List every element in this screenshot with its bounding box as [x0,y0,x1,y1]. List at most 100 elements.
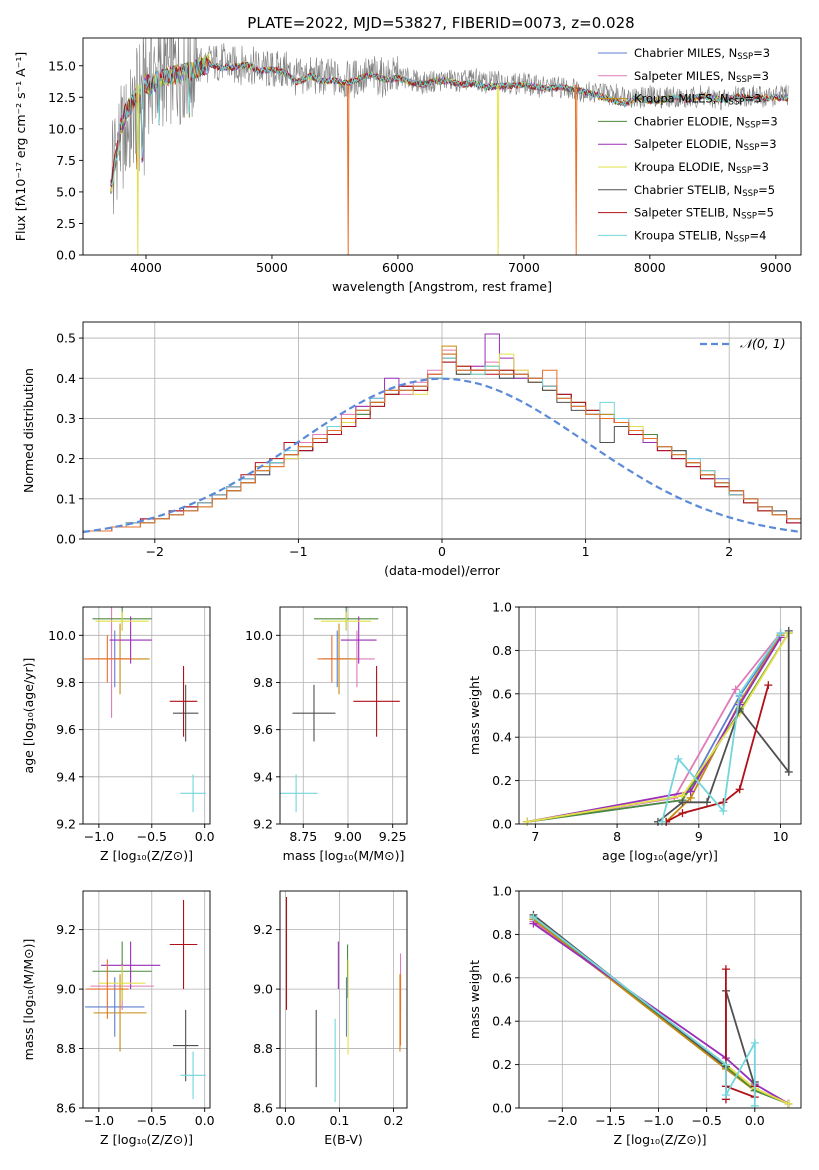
x-tick-label: −1.0 [643,1113,673,1128]
massweight_vs_Z-panel: −2.0 −1.5 −1.0 −0.5 0.0 0.0 0.2 0.4 0.6 0.8 1.0 Z [… [467,884,802,1147]
series-line [527,632,782,823]
y-tick-label: 0.4 [492,730,512,745]
x-tick-label: 8000 [634,260,666,275]
y-axis-label: mass weight [467,676,482,755]
x-tick-label: −0.5 [691,1113,721,1128]
y-tick-label: 9.2 [253,817,273,832]
plus-marker [658,817,667,826]
plus-marker [719,806,728,815]
x-tick-label: −1.0 [84,829,114,844]
y-tick-label: 8.8 [56,1041,76,1056]
x-tick-label: 0 [438,544,446,559]
series-line [527,634,782,823]
series-line [527,632,790,823]
y-tick-label: 7.5 [56,153,76,168]
y-tick-label: 8.6 [56,1101,76,1116]
legend-entry: 𝒩(0, 1) [740,336,786,351]
y-tick-label: 9.6 [253,722,273,737]
x-tick-label: 4000 [130,260,162,275]
plus-marker [674,754,683,763]
model-spectrum-line [110,57,789,186]
masked-region-line [346,84,350,255]
y-axis-label: Normed distribution [21,368,36,493]
plus-marker [735,785,744,794]
x-tick-label: 8.75 [289,829,317,844]
y-tick-label: 5.0 [56,184,76,199]
y-tick-label: 0.2 [492,1057,512,1072]
axes-frame [82,37,802,256]
x-axis-label: E(B-V) [324,1132,363,1147]
mass_vs_EBV-panel: 0.0 0.1 0.2 8.6 8.8 9.0 9.2 E(B-V) [253,890,408,1147]
y-tick-label: 15.0 [48,58,76,73]
x-tick-label: −0.5 [137,1113,167,1128]
series-line [527,636,782,823]
axes-frame [518,890,802,1109]
x-tick-label: 0.2 [384,1113,404,1128]
x-tick-label: 0.0 [745,1113,765,1128]
y-tick-label: 0.2 [492,773,512,788]
spectrum-plot-area [110,38,789,255]
x-tick-label: 0.0 [275,1113,295,1128]
legend-entry: Chabrier ELODIE, NSSP=3 [634,114,778,130]
age_vs_mass-panel: 8.75 9.00 9.25 9.2 9.4 9.6 9.8 10.0 mass [log₁₀(… [245,606,408,863]
y-tick-label: 0.6 [492,970,512,985]
mass_vs_Z-plot-area [85,899,206,1100]
plus-marker [523,817,532,826]
axes-frame [279,606,408,825]
x-tick-label: −1.0 [84,1113,114,1128]
y-tick-label: 9.4 [56,769,76,784]
y-tick-label: 9.0 [56,982,76,997]
histogram-step-line [83,353,801,539]
plus-marker [703,798,711,807]
x-tick-label: 7 [531,829,539,844]
mass_vs_EBV-plot-area [285,896,402,1103]
y-tick-label: 9.2 [56,817,76,832]
x-axis-label: Z [log₁₀(Z/Z⊙)] [100,1132,193,1147]
plus-marker [784,1099,793,1108]
legend-entry: Salpeter ELODIE, NSSP=3 [634,137,777,153]
y-tick-label: 0.6 [492,686,512,701]
y-tick-label: 10.0 [48,121,76,136]
x-tick-label: 9 [695,829,703,844]
y-tick-label: 10.0 [245,628,273,643]
x-axis-label: age [log₁₀(age/yr)] [602,848,718,863]
axes-frame [82,890,211,1109]
x-tick-label: 7000 [508,260,540,275]
mass_vs_Z-panel: −1.0 −0.5 0.0 8.6 8.8 9.0 9.2 Z [log₁₀(Z/Z⊙)] ma… [21,890,215,1147]
massweight_vs_age-plot-area [523,626,793,826]
y-tick-label: 0.5 [56,331,76,346]
series-line [665,684,770,823]
age_vs_Z-plot-area [84,607,206,813]
x-tick-label: 9000 [760,260,792,275]
x-tick-label: 2 [725,544,733,559]
y-tick-label: 9.8 [56,675,76,690]
x-axis-label: (data-model)/error [384,563,501,578]
plus-marker [776,629,785,638]
y-tick-label: 9.2 [253,922,273,937]
y-tick-label: 9.6 [56,722,76,737]
x-axis-label: Z [log₁₀(Z/Z⊙)] [100,848,193,863]
x-tick-label: 0.0 [195,1113,215,1128]
plus-marker [678,798,687,807]
x-tick-label: 0.1 [330,1113,350,1128]
legend-entry: Salpeter STELIB, NSSP=5 [634,206,774,222]
legend-entry: Kroupa MILES, NSSP=3 [634,92,761,108]
masked-region-line [574,84,578,255]
x-tick-label: −1.5 [595,1113,625,1128]
x-tick-label: 5000 [256,260,288,275]
y-tick-label: 0.0 [56,532,76,547]
plus-marker [529,913,538,922]
y-tick-label: 0.4 [56,371,76,386]
x-tick-label: 9.00 [334,829,362,844]
histogram-plot-area [83,333,801,539]
x-axis-label: wavelength [Angstrom, rest frame] [332,279,552,294]
y-axis-label: age [log₁₀(age/yr)] [21,658,36,774]
figure-title: PLATE=2022, MJD=53827, FIBERID=0073, z=0… [247,14,634,32]
axes-frame [82,606,211,825]
legend-entry: Salpeter MILES, NSSP=3 [634,69,769,85]
series-line [532,922,789,1105]
x-tick-label: −0.5 [137,829,167,844]
plus-marker [750,1038,759,1047]
massweight_vs_age-panel: 7 8 9 10 0.0 0.2 0.4 0.6 0.8 1.0 age [log₁₀(age/yr… [467,600,802,863]
